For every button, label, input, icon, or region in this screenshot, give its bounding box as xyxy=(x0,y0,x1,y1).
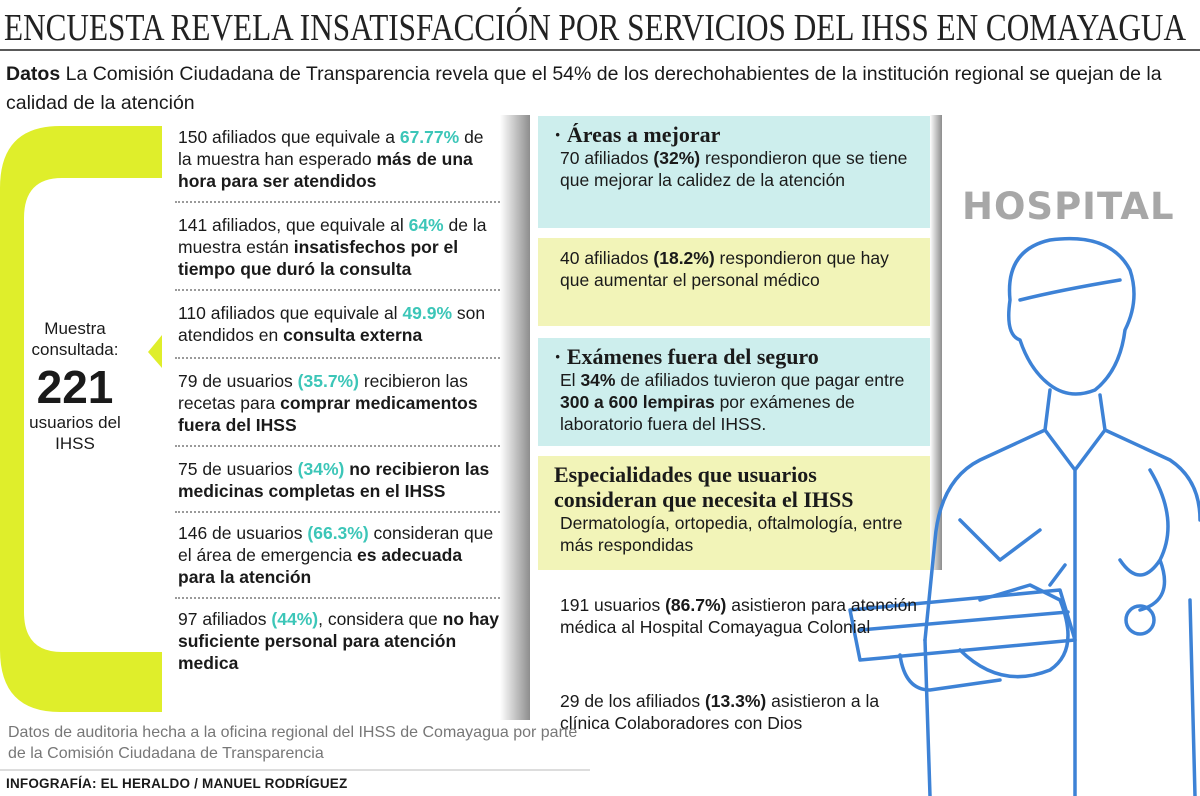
text: 150 afiliados que equivale a xyxy=(178,127,400,147)
text: de la muestra han esperado xyxy=(178,127,484,169)
percent: (44%) xyxy=(271,609,319,629)
text: 191 usuarios xyxy=(560,595,666,615)
sample-label: Muestra consultada: xyxy=(31,319,119,359)
sample-frame xyxy=(0,126,162,712)
box: · Exámenes fuera del seguro El 34% de afi… xyxy=(538,338,930,446)
box: 191 usuarios (86.7%) asistieron para ate… xyxy=(538,588,930,644)
text: 75 de usuarios xyxy=(178,459,298,479)
emphasis: consulta externa xyxy=(283,325,423,345)
text: asistieron a la clínica Colaboradores co… xyxy=(560,691,880,733)
emphasis: es adecuada para la atención xyxy=(178,545,463,587)
box-heading: · Áreas a mejorar xyxy=(554,122,721,147)
text: respondieron que se tiene que mejorar la… xyxy=(560,148,908,190)
text: Dermatología, ortopedia, oftalmología, e… xyxy=(560,513,903,555)
finding: 110 afiliados que equivale al 49.9% son … xyxy=(178,302,500,346)
emphasis: no recibieron las medicinas completas en… xyxy=(178,459,490,501)
box-heading: Especialidades que usuarios consideran q… xyxy=(554,462,854,512)
percent: 49.9% xyxy=(402,303,453,323)
text: 97 afiliados xyxy=(178,609,272,629)
box: 29 de los afiliados (13.3%) asistieron a… xyxy=(538,684,898,740)
separator xyxy=(175,357,500,359)
box: Especialidades que usuarios consideran q… xyxy=(538,456,930,570)
credit: INFOGRAFÍA: EL HERALDO / MANUEL RODRÍGUE… xyxy=(6,776,348,791)
emphasis: (13.3%) xyxy=(704,691,767,711)
text: son atendidos en xyxy=(178,303,486,345)
separator xyxy=(175,289,500,291)
text: El xyxy=(560,370,581,390)
text: consideran que el área de emergencia xyxy=(178,523,494,565)
finding: 150 afiliados que equivale a 67.77% de l… xyxy=(178,126,500,192)
subtitle-text: La Comisión Ciudadana de Transparencia r… xyxy=(6,63,1162,114)
text: por exámenes de laboratorio fuera del IH… xyxy=(560,392,855,434)
separator xyxy=(175,201,500,203)
text: 79 de usuarios xyxy=(178,371,298,391)
percent: (66.3%) xyxy=(307,523,369,543)
illustration-label: HOSPITAL xyxy=(962,185,1175,228)
percent: (34%) xyxy=(297,459,345,479)
box-heading: · Exámenes fuera del seguro xyxy=(554,344,819,369)
box: 40 afiliados (18.2%) respondieron que ha… xyxy=(538,238,930,326)
text: recibieron las recetas para xyxy=(178,371,468,413)
text: respondieron que hay que aumentar el per… xyxy=(560,248,889,290)
source-note: Datos de auditoria hecha a la oficina re… xyxy=(8,724,578,762)
subtitle-lead: Datos xyxy=(6,63,61,85)
sample-unit: usuarios del IHSS xyxy=(29,413,121,453)
text: 146 de usuarios xyxy=(178,523,308,543)
finding: 97 afiliados (44%), considera que no hay… xyxy=(178,608,500,674)
emphasis: más de una hora para ser atendidos xyxy=(178,149,473,191)
text: de afiliados tuvieron que pagar entre xyxy=(615,370,905,390)
emphasis: 34% xyxy=(580,370,616,390)
finding: 75 de usuarios (34%) no recibieron las m… xyxy=(178,458,500,502)
text: asistieron para atención médica al Hospi… xyxy=(560,595,918,637)
emphasis: (86.7%) xyxy=(665,595,727,615)
emphasis: no hay suficiente personal para atención… xyxy=(178,609,500,673)
separator xyxy=(175,511,500,513)
emphasis: insatisfechos por el tiempo que duró la … xyxy=(178,237,459,279)
doctor-illustration xyxy=(848,236,1200,796)
percent: (35.7%) xyxy=(297,371,359,391)
percent: 67.77% xyxy=(399,127,460,147)
box: · Áreas a mejorar 70 afiliados (32%) resp… xyxy=(538,116,930,228)
emphasis: comprar medicamentos fuera del IHSS xyxy=(178,393,478,435)
text: de la muestra están xyxy=(178,215,487,257)
emphasis: 300 a 600 lempiras xyxy=(560,392,715,412)
sample-count: 221 xyxy=(36,361,114,413)
title: ENCUESTA REVELA INSATISFACCIÓN POR SERVI… xyxy=(4,7,1186,49)
text: 110 afiliados que equivale al xyxy=(178,303,403,323)
finding: 141 afiliados, que equivale al 64% de la… xyxy=(178,214,500,280)
divider-strip xyxy=(930,115,942,570)
separator xyxy=(175,445,500,447)
separator xyxy=(175,597,500,599)
text: 29 de los afiliados xyxy=(560,691,705,711)
emphasis: (18.2%) xyxy=(653,248,715,268)
percent: 64% xyxy=(408,215,444,235)
finding: 79 de usuarios (35.7%) recibieron las re… xyxy=(178,370,500,436)
divider-strip xyxy=(500,115,530,720)
text: 70 afiliados xyxy=(560,148,654,168)
emphasis: (32%) xyxy=(653,148,701,168)
text: 40 afiliados xyxy=(560,248,654,268)
text: , considera que xyxy=(318,609,443,629)
subtitle: Datos La Comisión Ciudadana de Transpare… xyxy=(6,60,1196,118)
finding: 146 de usuarios (66.3%) consideran que e… xyxy=(178,522,500,588)
text: 141 afiliados, que equivale al xyxy=(178,215,409,235)
